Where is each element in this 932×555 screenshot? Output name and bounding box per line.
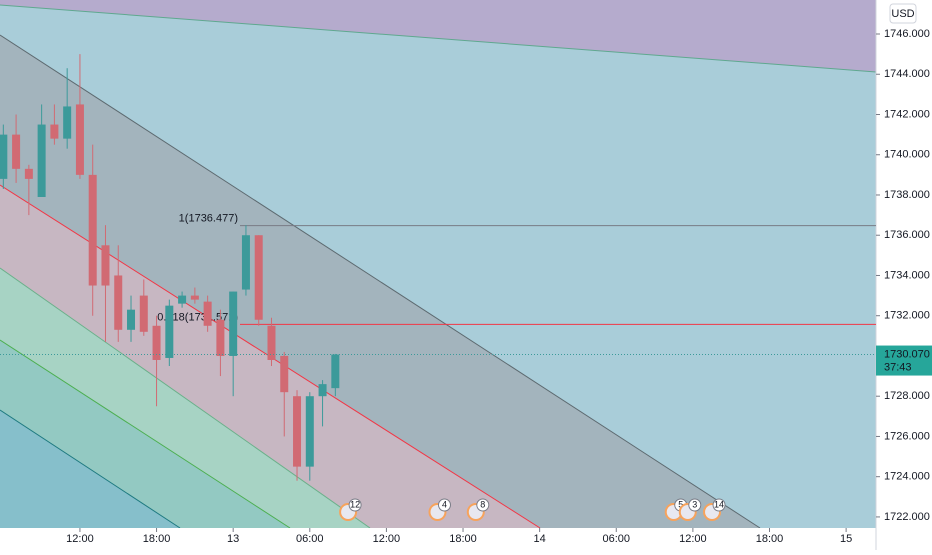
candle-body — [114, 275, 123, 330]
candle-body — [229, 291, 238, 356]
candle-body — [241, 235, 250, 290]
upper-zone — [0, 0, 876, 72]
candle-body — [152, 325, 161, 360]
event-count: 5 — [678, 499, 683, 509]
event-badge — [348, 498, 362, 512]
candle-body — [139, 295, 148, 332]
time-axis — [0, 528, 876, 550]
y-tick-label: 1722.000 — [884, 511, 930, 523]
candle-body — [37, 124, 46, 197]
candle-body — [267, 325, 276, 360]
candle-body — [50, 124, 59, 139]
event-count: 8 — [480, 499, 485, 509]
event-count: 14 — [714, 499, 724, 509]
candle-body — [12, 134, 21, 169]
x-tick-label: 12:00 — [679, 533, 707, 545]
y-tick-label: 1734.000 — [884, 269, 930, 281]
last-price: 1730.070 — [884, 348, 930, 360]
candle-body — [216, 319, 225, 356]
countdown: 37:43 — [884, 361, 912, 373]
x-tick-label: 06:00 — [296, 533, 324, 545]
channel-line — [0, 339, 291, 529]
candle-body — [63, 106, 72, 139]
x-tick-label: 13 — [227, 533, 239, 545]
y-tick-label: 1736.000 — [884, 229, 930, 241]
event-badge — [688, 498, 702, 512]
y-tick-label: 1744.000 — [884, 68, 930, 80]
x-tick-label: 12:00 — [66, 533, 94, 545]
candle-body — [101, 245, 110, 286]
event-badge — [437, 498, 451, 512]
x-tick-label: 14 — [534, 533, 546, 545]
event-count: 12 — [350, 499, 360, 509]
event-badge — [712, 498, 726, 512]
currency: USD — [891, 8, 914, 20]
y-tick-label: 1742.000 — [884, 108, 930, 120]
x-tick-label: 18:00 — [449, 533, 477, 545]
currency-box[interactable] — [889, 3, 917, 24]
candle-body — [305, 396, 314, 467]
y-tick-label: 1728.000 — [884, 390, 930, 402]
x-tick-label: 18:00 — [756, 533, 784, 545]
candle-body — [88, 174, 97, 286]
y-tick-label: 1732.000 — [884, 310, 930, 322]
channel-line — [0, 34, 761, 529]
candle-body — [293, 396, 302, 467]
candle-body — [127, 309, 136, 330]
channel-line — [0, 409, 181, 529]
candle-body — [0, 134, 8, 179]
candle-body — [75, 104, 84, 175]
candle-body — [190, 295, 199, 300]
y-tick-label: 1740.000 — [884, 149, 930, 161]
x-tick-label: 06:00 — [602, 533, 630, 545]
y-tick-label: 1724.000 — [884, 471, 930, 483]
x-tick-label: 15 — [840, 533, 852, 545]
y-tick-label: 1726.000 — [884, 430, 930, 442]
event-count: 3 — [692, 499, 697, 509]
candle-body — [254, 235, 263, 320]
x-tick-label: 18:00 — [143, 533, 171, 545]
candle-body — [165, 305, 174, 358]
candle-body — [24, 168, 33, 179]
candle-body — [280, 355, 289, 393]
y-tick-label: 1738.000 — [884, 189, 930, 201]
channel-line — [0, 267, 371, 529]
fib-label: 1(1736.477) — [179, 213, 238, 225]
x-tick-label: 12:00 — [373, 533, 401, 545]
last-price-box — [876, 345, 932, 376]
y-tick-label: 1746.000 — [884, 28, 930, 40]
channel-top-line — [0, 4, 877, 73]
candle-body — [318, 384, 327, 397]
event-count: 4 — [442, 499, 447, 509]
event-badge — [476, 498, 490, 512]
price-axis — [876, 0, 932, 550]
candle-body — [203, 301, 212, 326]
candle-body — [331, 354, 340, 389]
candle-body — [178, 295, 187, 304]
